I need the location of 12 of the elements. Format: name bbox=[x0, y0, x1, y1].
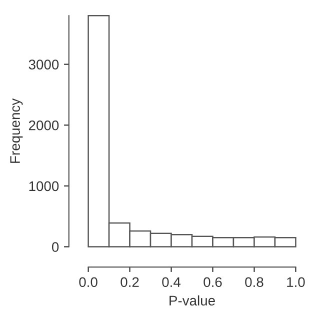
x-axis-title: P-value bbox=[170, 295, 215, 306]
y-tick-label: 0 bbox=[52, 242, 59, 252]
x-tick-label: 1.0 bbox=[287, 277, 305, 288]
y-axis-title: Frequency bbox=[10, 98, 23, 163]
y-tick-label: 1000 bbox=[29, 181, 59, 192]
x-tick-label: 0.2 bbox=[120, 277, 139, 288]
y-tick-label: 2000 bbox=[28, 120, 59, 130]
x-tick-label: 0.0 bbox=[79, 277, 98, 288]
x-tick-label: 0.4 bbox=[162, 277, 181, 288]
x-tick-label: 0.6 bbox=[204, 277, 222, 288]
y-tick-label: 3000 bbox=[28, 60, 59, 70]
x-tick-label: 0.8 bbox=[245, 277, 264, 288]
